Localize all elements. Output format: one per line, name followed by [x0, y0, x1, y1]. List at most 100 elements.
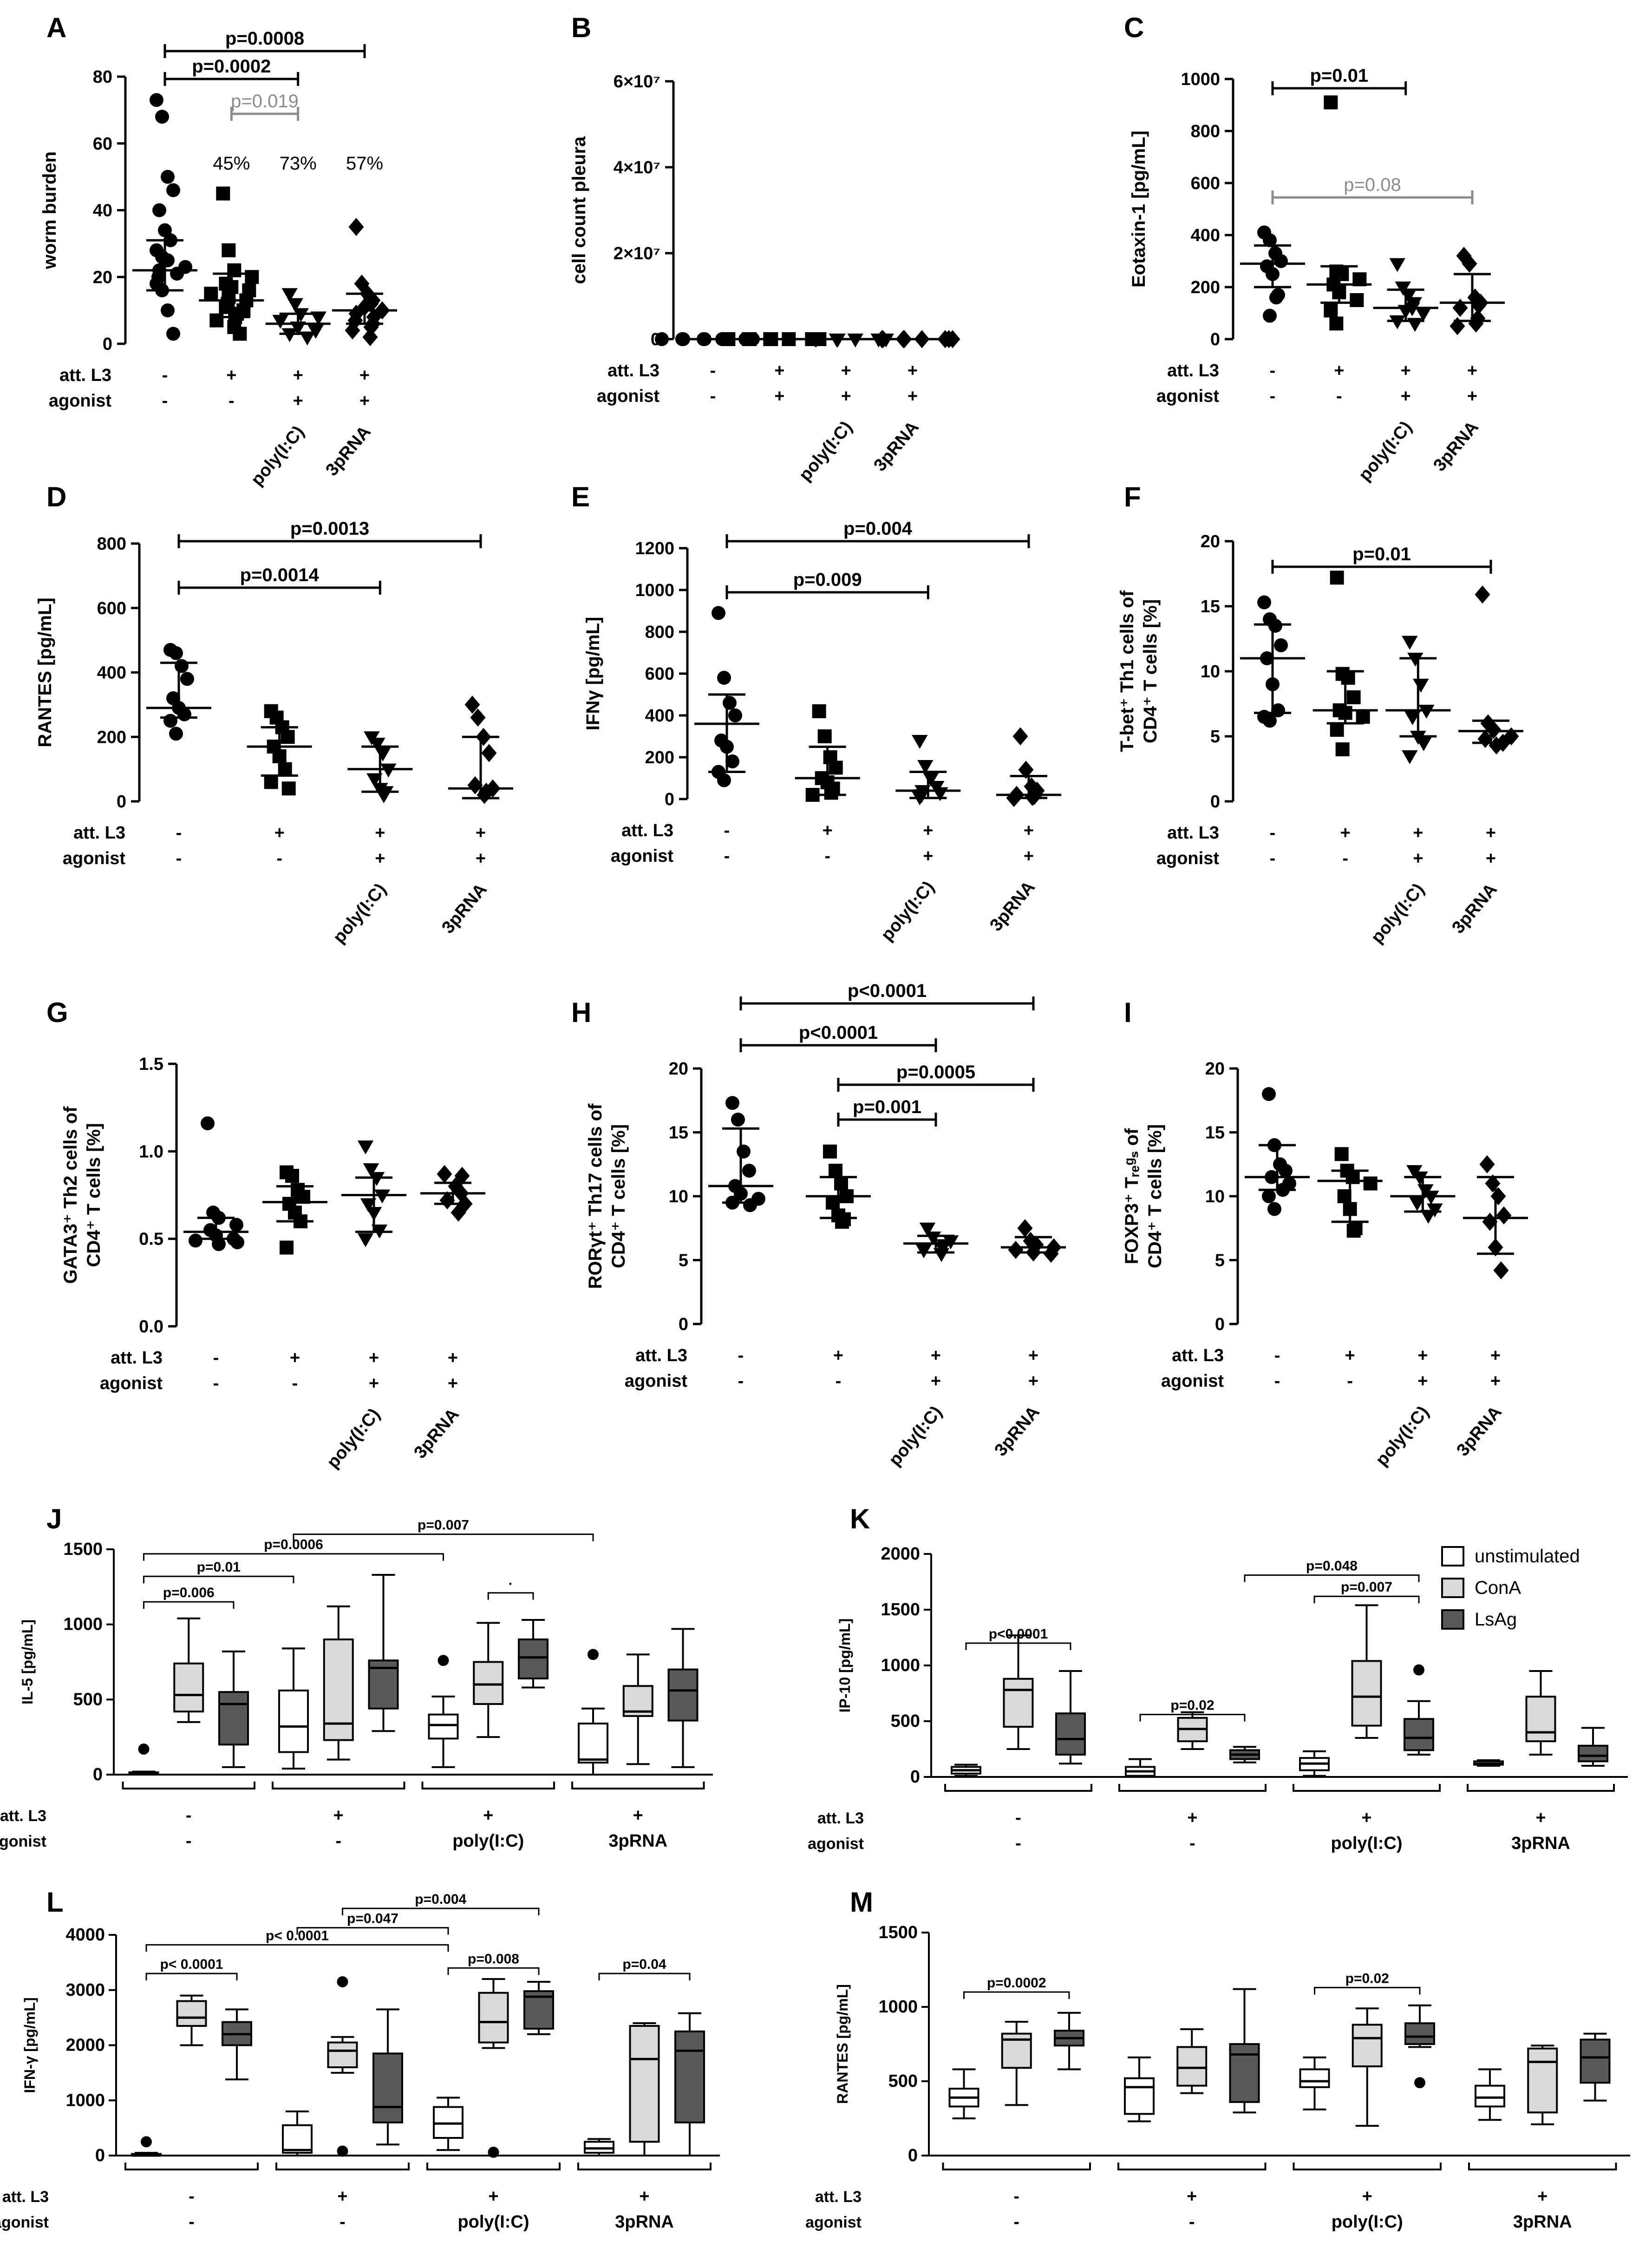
y-tick-label: 1500	[878, 1923, 918, 1942]
panel-a: 0 20 40 60 80 worm burden att. L3 agonist - - + - + +…	[39, 28, 397, 490]
pvalue-label: p=0.01	[1352, 544, 1411, 564]
data-point	[847, 333, 863, 347]
group-name: 3pRNA	[1448, 880, 1501, 937]
data-point	[812, 704, 826, 718]
group-l3: +	[1490, 1346, 1501, 1365]
box	[1299, 2068, 1330, 2088]
group-bracket	[275, 2163, 410, 2170]
data-point	[1262, 1087, 1276, 1101]
group-l3: +	[639, 2187, 649, 2206]
data-point	[742, 1164, 756, 1178]
row-label-agonist: agonist	[805, 2214, 862, 2231]
group-name: poly(I:C)	[795, 418, 856, 485]
y-tick-label: 1000	[63, 1615, 103, 1634]
pvalue-label: p<0.0001	[799, 1022, 878, 1043]
bracket-line	[145, 1944, 449, 1952]
pvalue-bracket: p=0.0006	[143, 1537, 444, 1561]
y-tick-label: 4000	[65, 1925, 105, 1945]
pvalue-bracket: p=0.02	[1314, 1971, 1421, 1995]
data-point	[1475, 585, 1490, 604]
data-point	[1008, 1241, 1024, 1259]
data-point	[717, 773, 731, 787]
series-1	[1245, 1087, 1310, 1216]
group-l3: -	[186, 1806, 192, 1825]
series-2	[1312, 570, 1378, 756]
group-agonist: +	[369, 1374, 379, 1393]
group-name: poly(I:C)	[1372, 1403, 1433, 1470]
y-tick-label: 2000	[881, 1544, 920, 1564]
group-l3: -	[724, 821, 730, 840]
group-agonist: +	[841, 387, 851, 406]
boxplot	[368, 1573, 399, 1732]
data-point	[1329, 316, 1344, 331]
boxplot	[1527, 2045, 1558, 2125]
data-point	[299, 331, 315, 346]
y-tick-label: 0	[1210, 792, 1220, 812]
group-l3: +	[774, 361, 784, 380]
data-point	[817, 729, 832, 743]
pvalue-label: p=0.007	[418, 1518, 469, 1533]
data-point	[180, 672, 194, 686]
legend-label: ConA	[1475, 1578, 1521, 1598]
y-axis-label: GATA3⁺ Th2 cells of	[60, 1106, 81, 1284]
series-4	[1440, 247, 1505, 335]
y-tick-label: 20	[669, 1059, 688, 1079]
boxplot	[1177, 1711, 1208, 1750]
panel-label-k: K	[850, 1503, 870, 1534]
boxplot	[282, 2110, 313, 2156]
group-l3: +	[488, 2187, 498, 2206]
pvalue-label: ·	[509, 1576, 513, 1592]
group-name: poly(I:C)	[1355, 418, 1416, 485]
group-agonist: -	[213, 1374, 219, 1393]
group-agonist: +	[931, 1371, 941, 1391]
y-tick-label: 5	[1215, 1251, 1225, 1271]
pvalue-bracket: p=0.0005	[837, 1062, 1035, 1092]
group-agonist: -	[1336, 387, 1342, 406]
boxplot	[1580, 2032, 1611, 2102]
legend-swatch	[1441, 1609, 1464, 1630]
data-point	[481, 744, 497, 762]
data-point	[829, 333, 845, 347]
data-point	[1395, 282, 1411, 295]
group-agonist: poly(I:C)	[457, 2212, 529, 2232]
pvalue-bracket: p=0.008	[447, 1951, 540, 1975]
data-point	[189, 1233, 202, 1248]
row-label-l3: att. L3	[607, 361, 659, 380]
panel-label-b: B	[571, 12, 591, 43]
boxplot	[1404, 1664, 1434, 1756]
pvalue-label: p=0.08	[1344, 175, 1401, 195]
group-l3: +	[1345, 1346, 1355, 1365]
data-point	[1324, 303, 1338, 318]
group-bracket	[272, 1782, 405, 1789]
boxplot	[278, 1647, 309, 1770]
data-point	[923, 773, 939, 786]
pvalue-label: p=0.007	[1341, 1579, 1392, 1595]
panel-label-l: L	[46, 1887, 64, 1918]
boxplot	[523, 1980, 554, 2035]
pvalue-label: p=0.047	[347, 1911, 398, 1927]
box-group-1: --	[124, 1994, 259, 2232]
group-agonist: 3pRNA	[608, 1831, 667, 1851]
y-tick-label: 600	[97, 599, 126, 618]
data-point	[1043, 1245, 1059, 1263]
data-point	[1415, 308, 1431, 321]
group-l3: +	[1362, 2187, 1372, 2206]
y-tick-label: 40	[93, 201, 112, 221]
data-point	[310, 311, 326, 326]
y-axis-label: IL-5 [pg/mL]	[19, 1619, 36, 1704]
group-bracket	[1293, 1784, 1441, 1792]
box	[176, 2000, 207, 2027]
pvalue-bracket: p< 0.0001	[145, 1928, 449, 1952]
box-group-3: + poly(I:C)	[426, 1978, 561, 2232]
boxplot	[578, 1649, 608, 1776]
series-2	[262, 1165, 327, 1255]
data-point	[204, 287, 218, 301]
group-agonist: -	[1270, 387, 1276, 406]
pvalue-label: p<0.0001	[848, 981, 927, 1001]
group-agonist: -	[340, 2212, 346, 2232]
y-tick-label: 200	[645, 748, 674, 767]
box-group-2: +-	[272, 1573, 405, 1851]
pvalue-bracket: p=0.004	[725, 518, 1030, 548]
y-tick-label: 1000	[881, 1656, 920, 1675]
group-agonist: +	[1486, 849, 1496, 868]
